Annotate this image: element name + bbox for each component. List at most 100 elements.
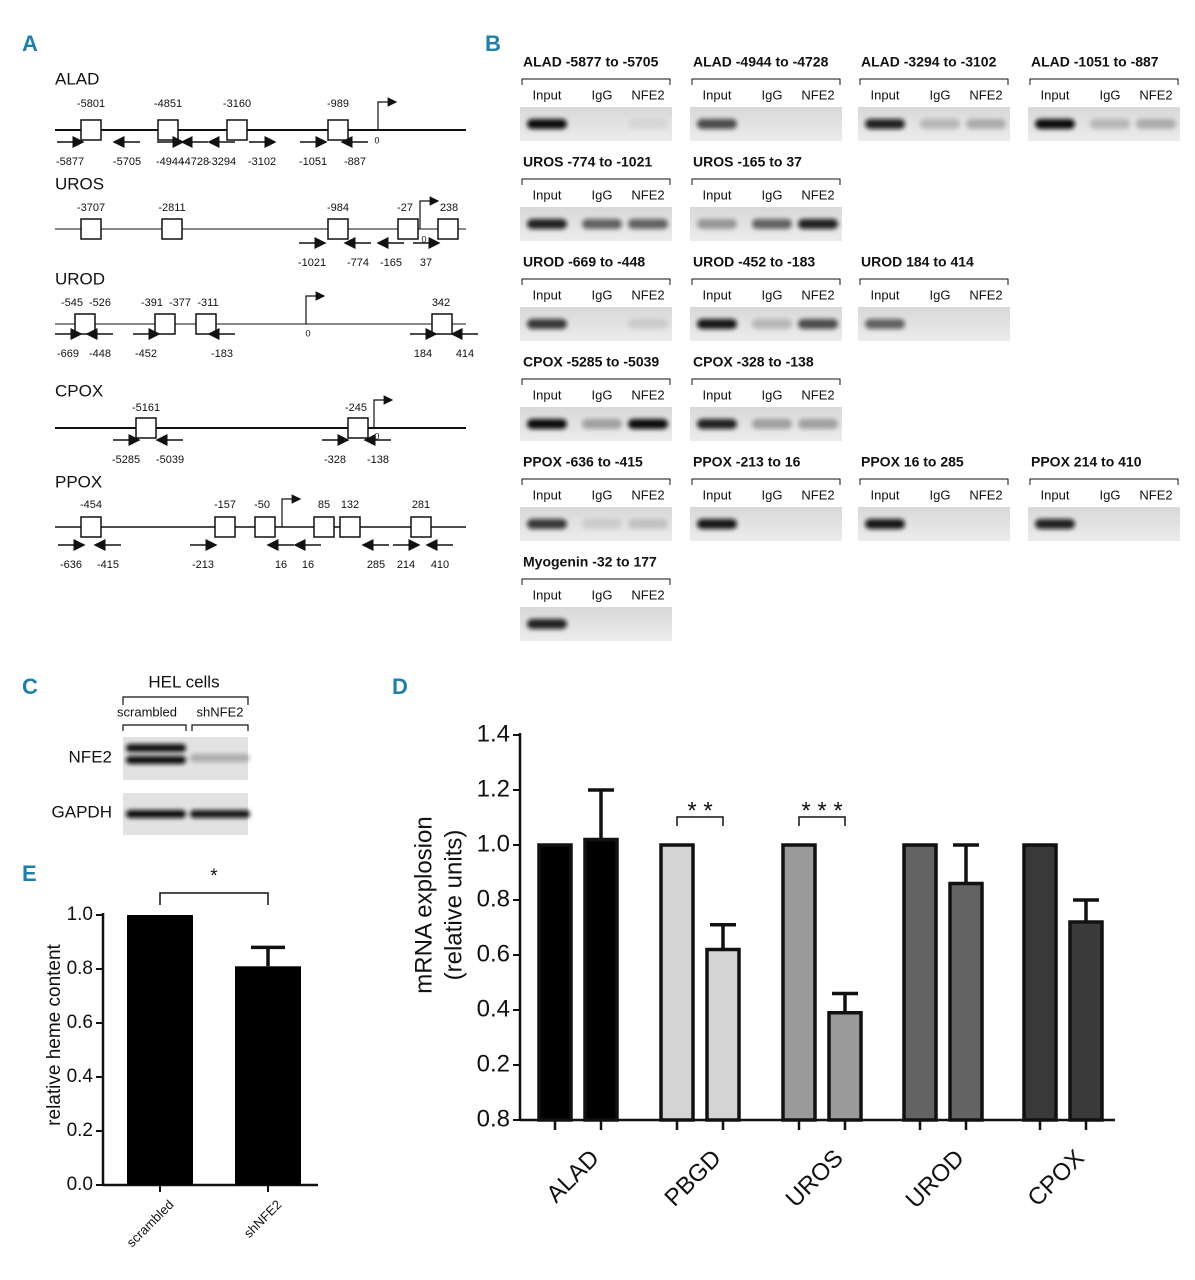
binding-site-box	[157, 119, 179, 141]
lane-label: Input	[871, 87, 900, 102]
significance-label: * *	[687, 797, 712, 824]
gel-band	[697, 319, 737, 329]
binding-site-box	[339, 516, 361, 538]
lane-label: NFE2	[801, 487, 834, 502]
lane-bracket	[691, 478, 841, 485]
lane-bracket	[521, 278, 671, 285]
significance-bracket	[798, 816, 846, 826]
y-tick-label: 1.2	[477, 775, 510, 802]
gel-band	[527, 219, 567, 229]
binding-site-box	[154, 313, 176, 335]
gel-band	[966, 119, 1006, 129]
y-tick-label: 0.6	[67, 1012, 93, 1033]
primer-label: -5039	[156, 454, 184, 466]
site-label: 238	[440, 202, 458, 214]
gel-band	[527, 319, 567, 329]
binding-site-box	[431, 313, 453, 335]
gel-band	[697, 519, 737, 529]
lane-bracket	[859, 78, 1009, 85]
error-bar	[832, 991, 858, 1013]
lane-label: NFE2	[631, 87, 664, 102]
y-tick-label: 0.6	[477, 940, 510, 967]
site-label: 85	[318, 499, 330, 511]
lane-label: Input	[1041, 87, 1070, 102]
condition-bracket	[191, 724, 249, 731]
primer-label: -636	[60, 559, 82, 571]
condition-label: scrambled	[117, 704, 177, 719]
site-label: 132	[341, 499, 359, 511]
bar	[827, 1011, 863, 1122]
y-tick-label: 0.4	[67, 1066, 94, 1087]
lane-label: Input	[533, 87, 562, 102]
significance-label: *	[210, 866, 218, 887]
lane-label: Input	[703, 187, 732, 202]
x-tick-label: scrambled	[124, 1197, 177, 1250]
lane-label: Input	[533, 187, 562, 202]
gel-band	[527, 519, 567, 529]
error-bar	[1073, 898, 1099, 922]
y-axis-label: (relative units)	[440, 830, 467, 981]
y-tick-label: 0.4	[477, 995, 510, 1022]
tss-arrow	[377, 97, 398, 130]
lane-label: IgG	[930, 487, 951, 502]
lane-label: IgG	[1100, 487, 1121, 502]
panel-label: A	[22, 31, 38, 56]
lane-label: Input	[533, 487, 562, 502]
site-label: -3160	[223, 98, 251, 110]
binding-site-box	[226, 119, 248, 141]
gel-title: UROS -774 to -1021	[523, 154, 652, 170]
lane-bracket	[859, 478, 1009, 485]
blot-band	[190, 754, 250, 762]
bar	[583, 837, 619, 1122]
lane-label: IgG	[762, 87, 783, 102]
lane-label: NFE2	[801, 187, 834, 202]
gel-band	[798, 219, 838, 229]
primer-label: -183	[211, 348, 233, 360]
lane-label: Input	[703, 87, 732, 102]
gel-band	[697, 219, 737, 229]
panel-label: B	[485, 31, 501, 56]
gel-band	[1090, 119, 1130, 129]
blot-bracket	[122, 696, 249, 705]
blot-band	[190, 810, 250, 818]
lane-bracket	[691, 378, 841, 385]
primer-label: 37	[420, 257, 432, 269]
site-label: -377	[169, 297, 191, 309]
gel-band	[628, 219, 668, 229]
site-label: 342	[432, 297, 450, 309]
lane-bracket	[691, 278, 841, 285]
x-tick-label: PBGD	[660, 1145, 727, 1212]
lane-bracket	[1029, 78, 1179, 85]
primer-label: 184	[414, 348, 432, 360]
bar	[1068, 920, 1104, 1122]
bar	[705, 947, 741, 1122]
primer-label: -328	[324, 454, 346, 466]
primer-label: -3294	[208, 156, 236, 168]
lane-label: NFE2	[801, 287, 834, 302]
lane-label: IgG	[592, 587, 613, 602]
primer-label: 214	[397, 559, 415, 571]
binding-site-box	[327, 119, 349, 141]
lane-label: NFE2	[969, 487, 1002, 502]
lane-bracket	[1029, 478, 1179, 485]
primer-label: -4944	[156, 156, 184, 168]
x-tick-label: shNFE2	[241, 1197, 285, 1241]
primer-label: 410	[431, 559, 449, 571]
site-label: -984	[327, 202, 349, 214]
gel-band	[1136, 119, 1176, 129]
lane-label: NFE2	[1139, 487, 1172, 502]
bar	[659, 843, 695, 1122]
gel-title: UROD -669 to -448	[523, 254, 645, 270]
tss-label: 0	[421, 234, 426, 244]
lane-bracket	[859, 278, 1009, 285]
gel-title: ALAD -1051 to -887	[1031, 54, 1159, 70]
gel-band	[628, 119, 668, 129]
gel-band	[628, 319, 668, 329]
site-label: -454	[80, 499, 102, 511]
lane-label: NFE2	[801, 387, 834, 402]
lane-label: IgG	[762, 187, 783, 202]
binding-site-box	[214, 516, 236, 538]
site-label: -311	[197, 297, 218, 309]
x-tick-label: UROD	[901, 1145, 970, 1214]
